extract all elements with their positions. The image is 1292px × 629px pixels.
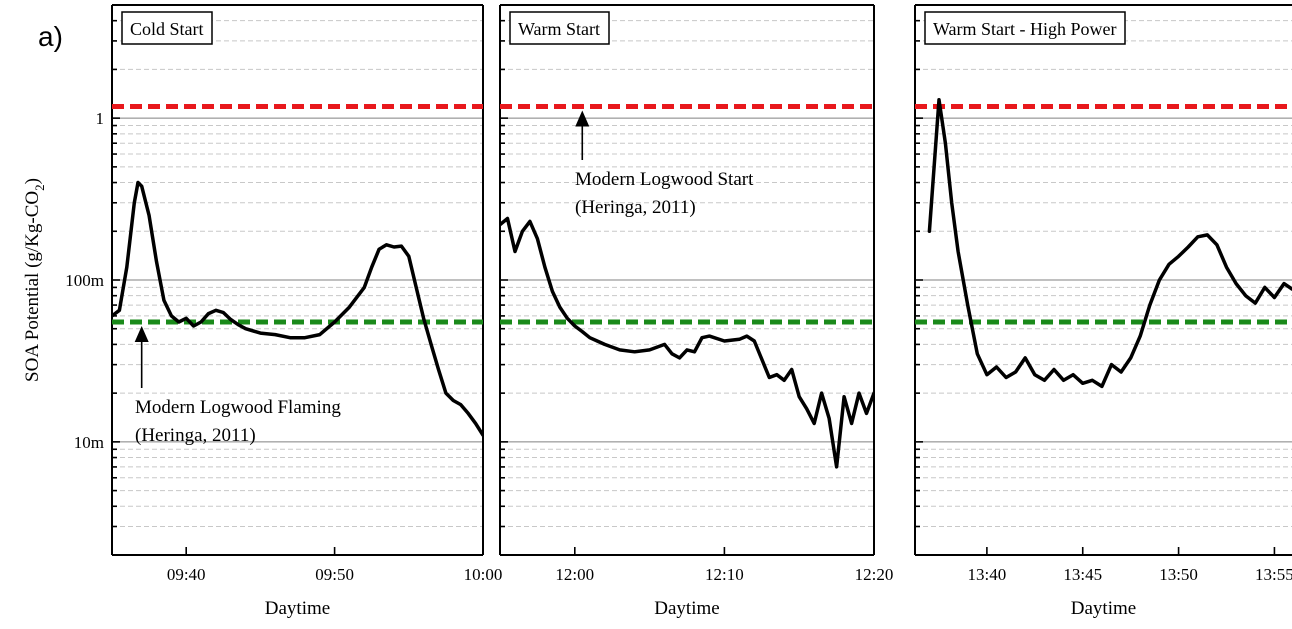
annotation-1: Modern Logwood Flaming (Heringa, 2011): [134, 326, 341, 446]
y-tick-label: 1: [96, 109, 105, 128]
annotation-text: Modern Logwood Flaming: [135, 397, 341, 418]
panel-2: 12:00 12:10 12:20 Daytime Warm Start: [499, 4, 894, 619]
y-axis-title: SOA Potential (g/Kg-CO2): [22, 178, 47, 382]
grid: [500, 4, 874, 556]
x-tick-label: 13:55: [1255, 565, 1292, 584]
arrowhead-icon: [134, 326, 149, 343]
y-tick-label: 10m: [74, 433, 104, 452]
x-tick-label: 12:00: [555, 565, 594, 584]
panel-1: 09:40 09:50 10:00 Daytime Cold Start: [111, 4, 503, 619]
x-tick-label: 13:40: [968, 565, 1007, 584]
figure-label: a): [38, 21, 63, 52]
series-line: [112, 180, 483, 437]
panel-title-box: [509, 11, 610, 45]
annotation-text: (Heringa, 2011): [575, 197, 696, 218]
y-tick-label: 100m: [65, 271, 104, 290]
x-tick-label: 12:10: [705, 565, 744, 584]
x-tick-label: 13:45: [1063, 565, 1102, 584]
x-axis-title: Daytime: [654, 598, 719, 619]
x-axis-title: Daytime: [265, 598, 330, 619]
x-axis-title: Daytime: [1071, 598, 1136, 619]
x-tick-label: 09:50: [315, 565, 354, 584]
x-tick-label: 09:40: [167, 565, 206, 584]
x-tick-label: 13:50: [1159, 565, 1198, 584]
annotation-text: Modern Logwood Start: [575, 169, 754, 190]
panel-3: 13:40 13:45 13:50 13:55 Daytime Warm Start - …: [914, 4, 1292, 619]
x-tick-label: 10:00: [464, 565, 503, 584]
x-tick-label: 12:20: [855, 565, 894, 584]
grid: [112, 4, 483, 556]
panel-title-box: [924, 11, 1126, 45]
panel-title: Warm Start - High Power: [933, 19, 1117, 39]
arrowhead-icon: [575, 110, 590, 127]
annotation-2: Modern Logwood Start (Heringa, 2011): [575, 110, 754, 218]
panel-title: Cold Start: [130, 19, 204, 39]
series-line: [500, 216, 874, 469]
panel-title-box: [121, 11, 213, 45]
series-line: [927, 97, 1292, 389]
panel-title: Warm Start: [518, 19, 600, 39]
annotation-text: (Heringa, 2011): [135, 425, 256, 446]
